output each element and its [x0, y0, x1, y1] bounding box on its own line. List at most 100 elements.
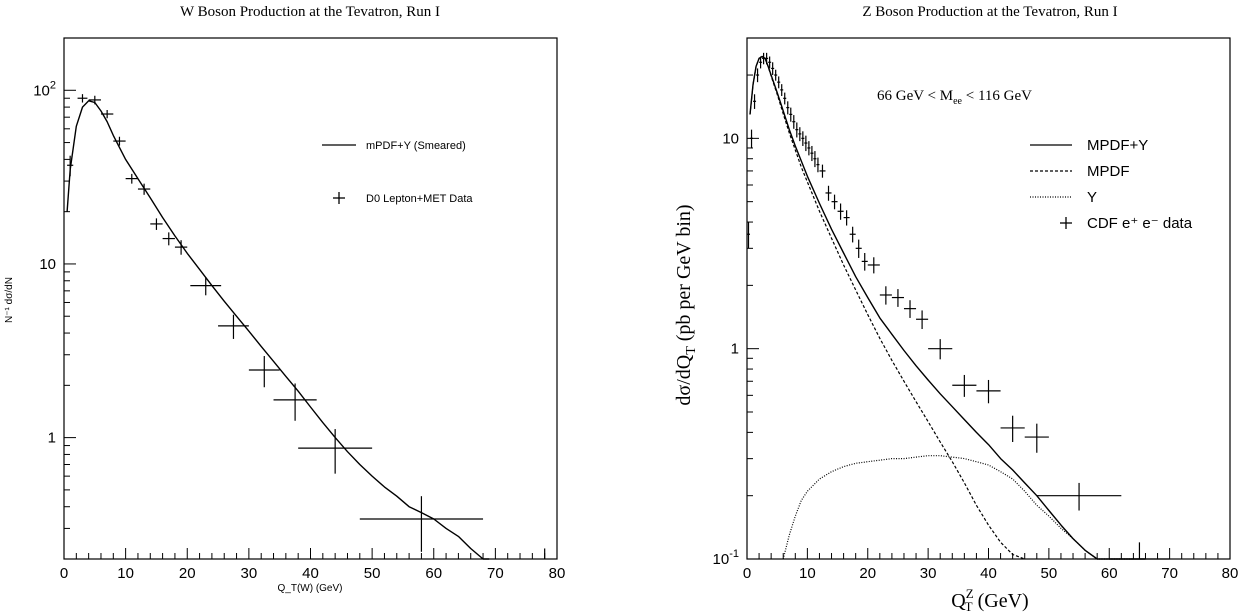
w-data-point [298, 429, 373, 474]
z-x-tick-label: 20 [859, 565, 876, 582]
w-x-tick-label: 10 [117, 565, 134, 582]
w-x-tick-label: 50 [364, 565, 381, 582]
z-data-point [855, 239, 862, 258]
z-data-point [1000, 415, 1025, 442]
w-legend-marker-d0 [333, 192, 345, 204]
z-data-point [762, 52, 766, 65]
w-y-axis-label: N⁻¹ dσ/dN [4, 277, 15, 323]
z-data-point [952, 374, 977, 397]
z-data-point [849, 226, 856, 243]
w-legend-label-mpdfy: mPDF+Y (Smeared) [366, 140, 466, 152]
w-data-point [174, 240, 188, 255]
z-data-point [804, 135, 808, 152]
z-y-axis-label: dσ/dQT (pb per GeV bin) [673, 204, 699, 405]
z-data-points [747, 52, 1170, 560]
z-data-point [756, 68, 760, 83]
z-data-point [916, 310, 929, 330]
w-y-ticks: 102 10 1 [33, 37, 76, 560]
z-data-point [765, 52, 769, 65]
w-curve-solid [66, 100, 490, 560]
z-boson-chart: Z Boson Production at the Tevatron, Run … [673, 4, 1238, 614]
z-data-point [798, 127, 802, 142]
w-data-point [77, 94, 88, 103]
w-x-tick-label: 40 [302, 565, 319, 582]
z-data-point [843, 210, 850, 226]
z-x-tick-label: 50 [1041, 565, 1058, 582]
z-curve-dashed [749, 55, 1025, 560]
z-data-point [759, 56, 763, 69]
z-data-point [774, 69, 778, 81]
w-x-tick-label: 60 [425, 565, 442, 582]
z-y-ticks: 10 1 10-1 [713, 37, 759, 568]
w-x-ticks: 0 10 20 30 40 50 60 70 80 [60, 548, 565, 582]
z-data-point [813, 151, 817, 168]
w-data-point [88, 95, 101, 105]
z-x-tick-label: 40 [980, 565, 997, 582]
z-data-point [801, 131, 805, 146]
z-data-point [795, 122, 799, 138]
w-x-tick-label: 70 [487, 565, 504, 582]
z-plot-frame [746, 37, 1231, 560]
z-legend-label-cdf: CDF e⁺ e⁻ data [1087, 215, 1193, 232]
z-curve-solid [749, 55, 1146, 560]
z-legend-label-mpdf: MPDF [1087, 163, 1130, 180]
z-data-point [861, 253, 868, 271]
z-data-point [771, 62, 775, 76]
z-mass-annotation: 66 GeV < Mee < 116 GeV [877, 88, 1032, 107]
z-data-point [976, 379, 1001, 404]
w-plot-frame [63, 37, 558, 560]
z-data-point [816, 157, 820, 173]
z-data-point [792, 115, 796, 129]
w-x-axis-label: Q_T(W) (GeV) [278, 583, 343, 594]
w-data-point [113, 136, 126, 146]
w-data-point [248, 356, 280, 388]
w-data-point [137, 183, 151, 195]
w-x-tick-label: 0 [60, 565, 68, 582]
z-data-point [837, 203, 844, 220]
z-data-point [807, 141, 811, 156]
z-data-point [879, 286, 892, 305]
z-data-point [928, 339, 953, 360]
z-data-point [750, 129, 754, 148]
z-y-tick-label: 1 [731, 341, 739, 358]
z-x-axis-label: QZ T (GeV) [951, 586, 1028, 614]
z-y-tick-label: 10-1 [713, 548, 739, 568]
z-x-tick-label: 30 [920, 565, 937, 582]
z-data-point [786, 101, 790, 115]
z-x-tick-label: 70 [1161, 565, 1178, 582]
z-y-tick-label: 10 [722, 130, 739, 147]
w-data-point [100, 109, 114, 119]
w-y-tick-label: 1 [48, 430, 56, 447]
w-chart-title: W Boson Production at the Tevatron, Run … [180, 4, 440, 20]
z-data-point [789, 107, 793, 122]
z-data-point [903, 300, 917, 318]
w-legend-label-d0: D0 Lepton+MET Data [366, 193, 473, 205]
z-data-point [831, 194, 838, 210]
w-data-point [190, 277, 222, 296]
w-data-point [150, 218, 163, 230]
z-data-point [891, 289, 904, 307]
w-data-point [218, 314, 249, 339]
w-data-points [67, 94, 546, 559]
z-data-point [1109, 542, 1170, 560]
z-data-point [768, 56, 772, 69]
z-legend-marker-cdf [1060, 217, 1072, 229]
z-data-point [753, 94, 757, 109]
z-x-tick-label: 0 [743, 565, 751, 582]
z-x-tick-label: 80 [1222, 565, 1239, 582]
z-x-ticks: 0 10 20 30 40 50 60 70 80 [743, 548, 1239, 582]
z-chart-title: Z Boson Production at the Tevatron, Run … [862, 4, 1117, 20]
w-boson-chart: W Boson Production at the Tevatron, Run … [4, 4, 565, 594]
z-data-point [747, 222, 751, 249]
z-data-point [780, 84, 784, 96]
z-data-point [819, 164, 826, 178]
z-data-point [1024, 423, 1049, 453]
w-data-point [162, 232, 175, 246]
z-x-tick-label: 60 [1101, 565, 1118, 582]
w-data-point [273, 383, 317, 421]
w-y-tick-label: 102 [33, 79, 56, 99]
z-data-point [810, 145, 814, 162]
w-data-point [67, 155, 74, 177]
w-data-point [125, 173, 138, 184]
